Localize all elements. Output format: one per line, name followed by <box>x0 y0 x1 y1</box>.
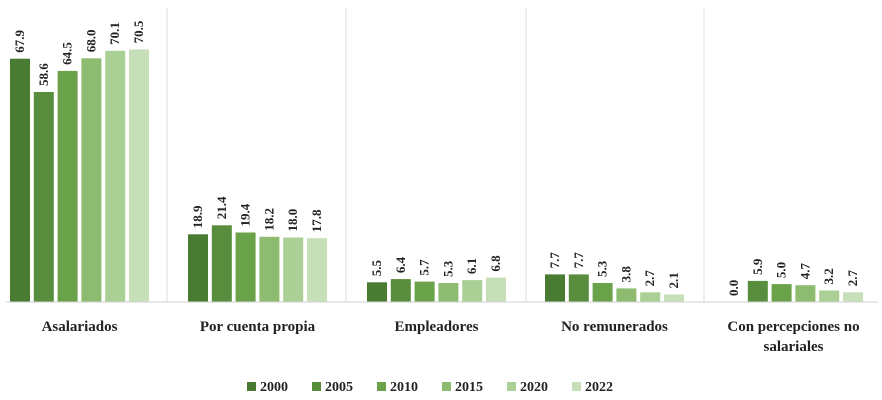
bar-value-label: 5.3 <box>595 260 610 277</box>
legend-label: 2020 <box>520 380 548 395</box>
category-label: salariales <box>764 339 824 355</box>
bar-2010-4 <box>771 284 792 302</box>
category-label: Asalariados <box>42 319 118 335</box>
bar-value-label: 6.4 <box>393 256 408 273</box>
bar-value-label: 5.3 <box>440 260 455 277</box>
bar-2022-0 <box>129 49 149 303</box>
bar-2020-1 <box>283 237 304 302</box>
bar-2005-3 <box>568 274 589 302</box>
bar-value-label: 70.5 <box>131 20 146 43</box>
bar-2020-0 <box>105 50 126 302</box>
bar-value-label: 21.4 <box>214 196 229 219</box>
bar-value-label: 5.0 <box>774 262 789 278</box>
bar-value-label: 58.6 <box>36 63 51 86</box>
legend-swatch <box>312 382 321 391</box>
bar-value-label: 5.5 <box>369 260 384 277</box>
legend-swatch <box>572 382 581 391</box>
bar-2015-1 <box>259 236 280 302</box>
bar-value-label: 19.4 <box>238 203 253 226</box>
bar-value-label: 5.9 <box>750 258 765 275</box>
category-label: No remunerados <box>561 319 668 335</box>
bar-value-label: 18.9 <box>190 205 205 228</box>
bar-value-label: 7.7 <box>571 252 586 269</box>
bar-value-label: 3.2 <box>821 268 836 284</box>
bar-value-label: 67.9 <box>12 29 27 52</box>
legend-label: 2015 <box>455 380 483 395</box>
bar-2020-3 <box>640 292 661 302</box>
bar-2010-1 <box>235 232 256 302</box>
bar-value-label: 0.0 <box>726 280 741 296</box>
bar-2015-2 <box>438 283 459 302</box>
bar-value-label: 3.8 <box>618 266 633 283</box>
legend-label: 2010 <box>390 380 418 395</box>
bar-2005-0 <box>33 92 54 302</box>
bar-2000-0 <box>10 58 30 303</box>
legend-swatch <box>247 382 256 391</box>
bar-value-label: 18.0 <box>285 209 300 232</box>
bar-value-label: 2.1 <box>666 272 681 288</box>
legend-swatch <box>442 382 451 391</box>
bar-value-label: 2.7 <box>845 270 860 287</box>
bar-2022-1 <box>307 238 327 302</box>
bar-2020-2 <box>462 280 483 302</box>
bar-2005-2 <box>390 279 411 302</box>
bar-value-label: 4.7 <box>797 262 812 279</box>
bar-2022-2 <box>486 277 506 302</box>
legend-swatch <box>507 382 516 391</box>
bar-2005-4 <box>747 280 768 302</box>
legend-swatch <box>377 382 386 391</box>
category-label: Empleadores <box>395 319 479 335</box>
bar-2010-3 <box>592 283 613 302</box>
bar-value-label: 68.0 <box>83 30 98 53</box>
bar-2020-4 <box>819 290 840 302</box>
bar-value-label: 6.8 <box>488 255 503 272</box>
bar-2010-0 <box>57 70 78 303</box>
legend-label: 2005 <box>325 380 353 395</box>
bar-2015-4 <box>795 285 816 302</box>
bar-value-label: 18.2 <box>261 208 276 231</box>
bar-value-label: 2.7 <box>642 270 657 287</box>
bar-value-label: 17.8 <box>309 209 324 232</box>
bar-2010-2 <box>414 281 435 302</box>
bar-2000-1 <box>188 234 208 302</box>
bar-2000-2 <box>367 282 387 302</box>
bar-value-label: 6.1 <box>464 258 479 274</box>
bar-value-label: 7.7 <box>547 252 562 269</box>
bar-2000-3 <box>545 274 565 302</box>
bar-2022-4 <box>843 292 863 302</box>
category-label: Por cuenta propia <box>200 319 316 335</box>
category-label: Con percepciones no <box>727 319 859 335</box>
bar-2005-1 <box>211 225 232 302</box>
bar-2015-0 <box>81 58 102 302</box>
bar-2022-3 <box>664 294 684 302</box>
legend-label: 2022 <box>585 380 613 395</box>
bar-value-label: 5.7 <box>417 259 432 276</box>
bar-value-label: 70.1 <box>107 22 122 45</box>
legend: 2000 2005 2010 2015 2020 2022 <box>247 380 613 395</box>
legend-label: 2000 <box>260 380 288 395</box>
bar-value-label: 64.5 <box>60 42 75 65</box>
bar-2015-3 <box>616 288 637 302</box>
